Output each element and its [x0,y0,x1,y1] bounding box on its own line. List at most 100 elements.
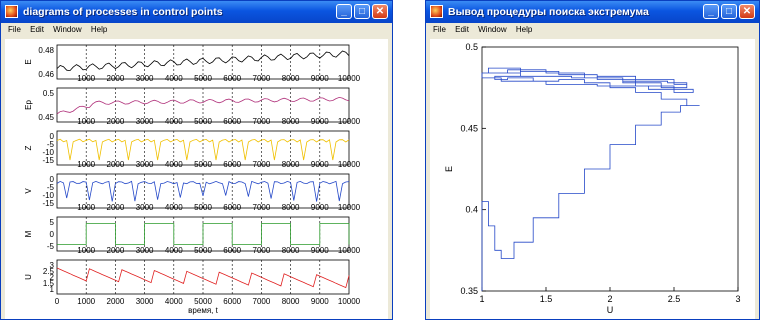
menu-file[interactable]: File [433,25,446,34]
x-tick-label: 6000 [223,160,241,169]
x-tick-label: 7000 [253,160,271,169]
x-tick-label: 4000 [165,74,183,83]
menu-edit[interactable]: Edit [455,25,469,34]
y-tick-label: -5 [47,140,55,149]
signal-line [56,138,350,161]
y-tick-label: -15 [42,199,54,208]
extremum-plot: 1 1.5 2 2.5 3 0.5 0.45 0.4 0.35 U E [444,42,741,315]
x-tick-label: 10000 [338,246,361,255]
y-tick-label: 2 [50,273,55,282]
y-tick-label: 0.45 [460,123,478,133]
x-tick-label: 3000 [136,203,154,212]
maximize-button[interactable]: □ [721,4,737,19]
x-tick-label: 8000 [282,117,300,126]
x-tick-label: 9000 [311,117,329,126]
x-tick-label: 1000 [77,117,95,126]
menu-file[interactable]: File [8,25,21,34]
x-axis-label: время, t [188,306,218,315]
menu-help[interactable]: Help [90,25,108,34]
x-tick-label: 9000 [311,203,329,212]
matlab-figure-icon [5,5,18,18]
x-tick-label: 1.5 [540,294,553,304]
x-tick-label: 4000 [165,117,183,126]
x-tick-label: 6000 [223,297,241,306]
y-axis-label: E [444,166,454,172]
menu-edit[interactable]: Edit [30,25,44,34]
signal-line [56,50,350,72]
minimize-button[interactable]: _ [336,4,352,19]
x-tick-label: 5000 [194,117,212,126]
x-tick-label: 9000 [311,74,329,83]
signal-line [56,267,350,289]
x-tick-label: 2.5 [668,294,681,304]
maximize-button[interactable]: □ [354,4,370,19]
signal-line [56,96,350,115]
x-tick-label: 2000 [107,74,125,83]
x-tick-label: 2000 [107,297,125,306]
minimize-button[interactable]: _ [703,4,719,19]
x-tick-label: 3000 [136,246,154,255]
x-tick-label: 1000 [77,246,95,255]
x-tick-label: 6000 [223,117,241,126]
x-tick-label: 4000 [165,203,183,212]
x-tick-label: 1000 [77,297,95,306]
y-axis-label: M [24,230,33,237]
y-tick-label: 0 [50,132,55,141]
x-tick-label: 3000 [136,297,154,306]
x-axis-label: U [607,305,614,315]
menu-window[interactable]: Window [478,25,507,34]
y-tick-label: 0.5 [43,89,55,98]
x-tick-label: 10000 [338,74,361,83]
x-tick-label: 10000 [338,297,361,306]
x-tick-label: 6000 [223,74,241,83]
x-tick-label: 1000 [77,160,95,169]
window1-canvas: 0.48 0.46 E 1000 2000 3000 4000 5000 6000 7000 800… [5,39,388,319]
x-tick-label: 6000 [223,203,241,212]
window1-menubar: File Edit Window Help [1,23,392,37]
process-diagrams-window: diagrams of processes in control points … [0,0,393,320]
x-tick-label: 2000 [107,246,125,255]
close-button[interactable]: ✕ [372,4,388,19]
x-tick-label: 8000 [282,203,300,212]
x-tick-label: 2000 [107,203,125,212]
menu-window[interactable]: Window [53,25,82,34]
x-tick-label: 10000 [338,160,361,169]
x-tick-label: 1000 [77,74,95,83]
window1-titlebar[interactable]: diagrams of processes in control points … [1,1,392,23]
search-trajectory-line [481,67,700,291]
x-tick-label: 9000 [311,246,329,255]
x-tick-label: 9000 [311,297,329,306]
x-tick-label: 5000 [194,203,212,212]
window2-titlebar[interactable]: Вывод процедуры поиска экстремума _ □ ✕ [426,1,759,23]
window2-canvas: 1 1.5 2 2.5 3 0.5 0.45 0.4 0.35 U E [430,39,755,319]
y-tick-label: 3 [50,261,55,270]
y-tick-label: 0.35 [460,286,478,296]
y-tick-label: 0.5 [465,42,478,52]
y-tick-label: -10 [42,148,54,157]
x-tick-label: 1 [479,294,484,304]
y-tick-label: 0 [50,175,55,184]
x-tick-label: 2 [607,294,612,304]
x-tick-label: 3 [735,294,740,304]
x-tick-label: 5000 [194,246,212,255]
x-tick-label: 2000 [107,117,125,126]
y-tick-label: 2.5 [43,267,55,276]
window2-title: Вывод процедуры поиска экстремума [448,6,649,18]
menu-help[interactable]: Help [515,25,533,34]
x-tick-label: 8000 [282,246,300,255]
y-tick-label: 0.4 [465,205,478,215]
y-tick-label: -10 [42,191,54,200]
y-tick-label: -5 [47,242,55,251]
y-tick-label: 1.5 [43,279,55,288]
x-tick-label: 10000 [338,203,361,212]
matlab-figure-icon [430,5,443,18]
y-tick-label: 0 [50,230,55,239]
x-tick-label: 7000 [253,246,271,255]
close-button[interactable]: ✕ [739,4,755,19]
x-tick-label: 7000 [253,203,271,212]
x-tick-label: 3000 [136,74,154,83]
extremum-search-window: Вывод процедуры поиска экстремума _ □ ✕ … [425,0,760,320]
y-tick-label: -5 [47,183,55,192]
x-tick-label: 8000 [282,74,300,83]
